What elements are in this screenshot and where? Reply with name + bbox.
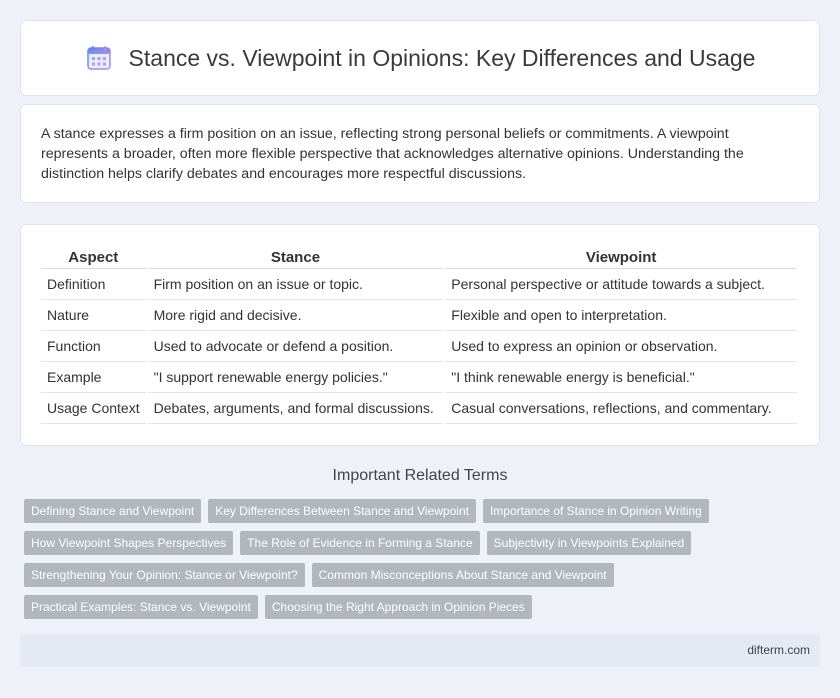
calendar-icon (85, 44, 113, 72)
tag-row: Practical Examples: Stance vs. Viewpoint… (24, 595, 824, 619)
table-row: Definition Firm position on an issue or … (41, 269, 797, 300)
table-row: Function Used to advocate or defend a po… (41, 331, 797, 362)
intro-card: A stance expresses a firm position on an… (20, 104, 820, 203)
related-term-link[interactable]: Defining Stance and Viewpoint (24, 499, 202, 523)
related-term-link[interactable]: Choosing the Right Approach in Opinion P… (264, 595, 532, 619)
header-stance: Stance (147, 247, 444, 269)
header-aspect: Aspect (41, 247, 146, 269)
table-cell: Debates, arguments, and formal discussio… (147, 393, 444, 424)
table-cell: Casual conversations, reflections, and c… (445, 393, 797, 424)
table-row: Example "I support renewable energy poli… (41, 362, 797, 393)
tag-row: Strengthening Your Opinion: Stance or Vi… (24, 563, 824, 587)
related-term-link[interactable]: Key Differences Between Stance and Viewp… (208, 499, 476, 523)
related-term-link[interactable]: Practical Examples: Stance vs. Viewpoint (24, 595, 258, 619)
related-term-link[interactable]: Common Misconceptions About Stance and V… (311, 563, 614, 587)
table-cell: "I support renewable energy policies." (147, 362, 444, 393)
table-cell: Used to express an opinion or observatio… (445, 331, 797, 362)
table-cell: Used to advocate or defend a position. (147, 331, 444, 362)
related-terms-title: Important Related Terms (332, 467, 508, 484)
table-cell: Flexible and open to interpretation. (445, 300, 797, 331)
related-term-link[interactable]: The Role of Evidence in Forming a Stance (240, 531, 480, 555)
related-term-link[interactable]: Strengthening Your Opinion: Stance or Vi… (24, 563, 305, 587)
related-term-link[interactable]: How Viewpoint Shapes Perspectives (24, 531, 234, 555)
title-wrap: Stance vs. Viewpoint in Opinions: Key Di… (85, 44, 756, 72)
table-cell: "I think renewable energy is beneficial.… (445, 362, 797, 393)
intro-text: A stance expresses a firm position on an… (41, 126, 744, 182)
table-cell: Firm position on an issue or topic. (147, 269, 444, 300)
comparison-table: Aspect Stance Viewpoint Definition Firm … (39, 247, 799, 424)
related-term-link[interactable]: Importance of Stance in Opinion Writing (482, 499, 709, 523)
table-row: Usage Context Debates, arguments, and fo… (41, 393, 797, 424)
table-header-row: Aspect Stance Viewpoint (41, 247, 797, 269)
footer-site-link[interactable]: difterm.com (747, 643, 810, 657)
table-cell: Function (41, 331, 146, 362)
tag-row: Defining Stance and Viewpoint Key Differ… (24, 499, 824, 523)
table-cell: Definition (41, 269, 146, 300)
comparison-table-card: Aspect Stance Viewpoint Definition Firm … (20, 224, 820, 446)
header-card: Stance vs. Viewpoint in Opinions: Key Di… (20, 20, 820, 96)
table-row: Nature More rigid and decisive. Flexible… (41, 300, 797, 331)
tag-row: How Viewpoint Shapes Perspectives The Ro… (24, 531, 824, 555)
table-cell: Usage Context (41, 393, 146, 424)
table-cell: Example (41, 362, 146, 393)
related-terms-list: Defining Stance and Viewpoint Key Differ… (24, 499, 824, 627)
table-cell: More rigid and decisive. (147, 300, 444, 331)
footer: difterm.com (20, 634, 820, 667)
page-title: Stance vs. Viewpoint in Opinions: Key Di… (128, 44, 756, 71)
table-cell: Personal perspective or attitude towards… (445, 269, 797, 300)
header-viewpoint: Viewpoint (445, 247, 797, 269)
related-term-link[interactable]: Subjectivity in Viewpoints Explained (486, 531, 692, 555)
table-cell: Nature (41, 300, 146, 331)
